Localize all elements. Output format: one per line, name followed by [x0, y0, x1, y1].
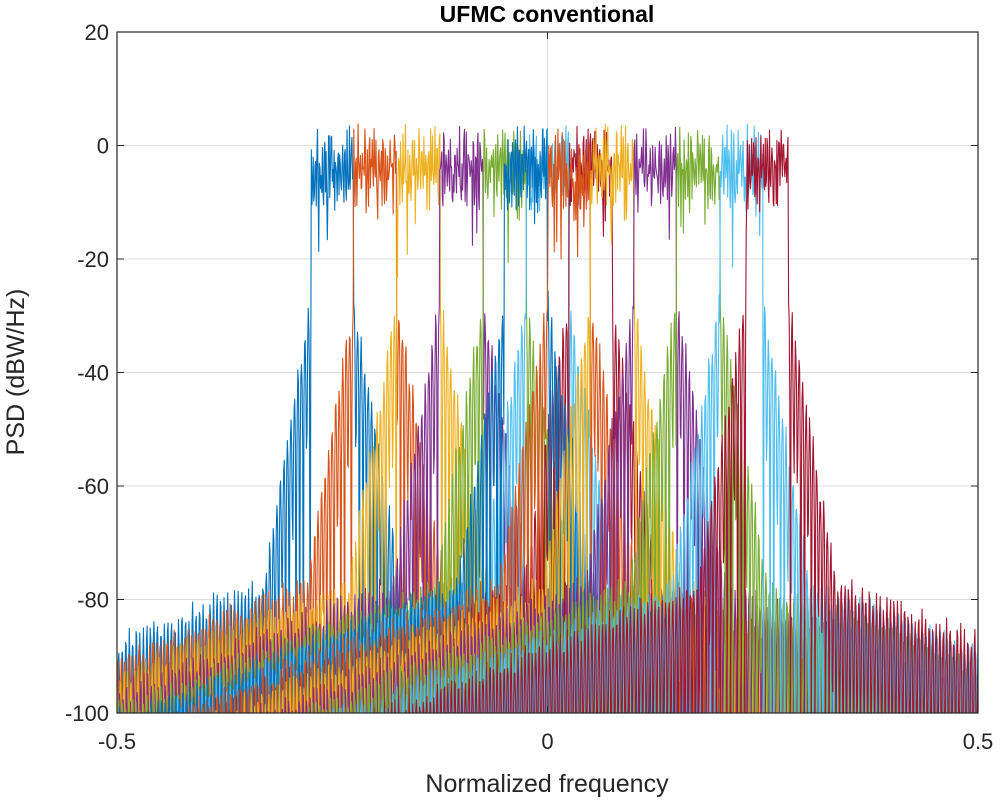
y-tick-label: -80 — [77, 588, 109, 613]
psd-series-line-4 — [117, 128, 906, 713]
x-axis-ticks: -0.5 0 0.5 — [98, 32, 993, 754]
y-tick-label: 20 — [85, 20, 109, 45]
y-axis-label: PSD (dBW/Hz) — [2, 289, 30, 456]
psd-series-line-11 — [280, 126, 978, 713]
y-tick-label: -20 — [77, 247, 109, 272]
y-tick-label: 0 — [97, 134, 109, 159]
y-tick-label: -40 — [77, 361, 109, 386]
psd-series-line-7 — [118, 125, 929, 713]
x-axis-label: Normalized frequency — [425, 770, 669, 798]
x-tick-label: 0.5 — [963, 729, 994, 754]
y-tick-label: -100 — [65, 701, 109, 726]
chart-title: UFMC conventional — [440, 1, 655, 27]
y-tick-label: -60 — [77, 474, 109, 499]
psd-series-line-2 — [117, 123, 828, 713]
psd-series-group — [117, 123, 978, 713]
x-tick-label: -0.5 — [98, 729, 136, 754]
psd-series-line-13 — [370, 129, 978, 713]
psd-series-line-12 — [332, 123, 978, 713]
y-axis-ticks: 20 0 -20 -40 -60 -80 -100 — [65, 20, 978, 726]
x-tick-label: 0 — [541, 729, 553, 754]
